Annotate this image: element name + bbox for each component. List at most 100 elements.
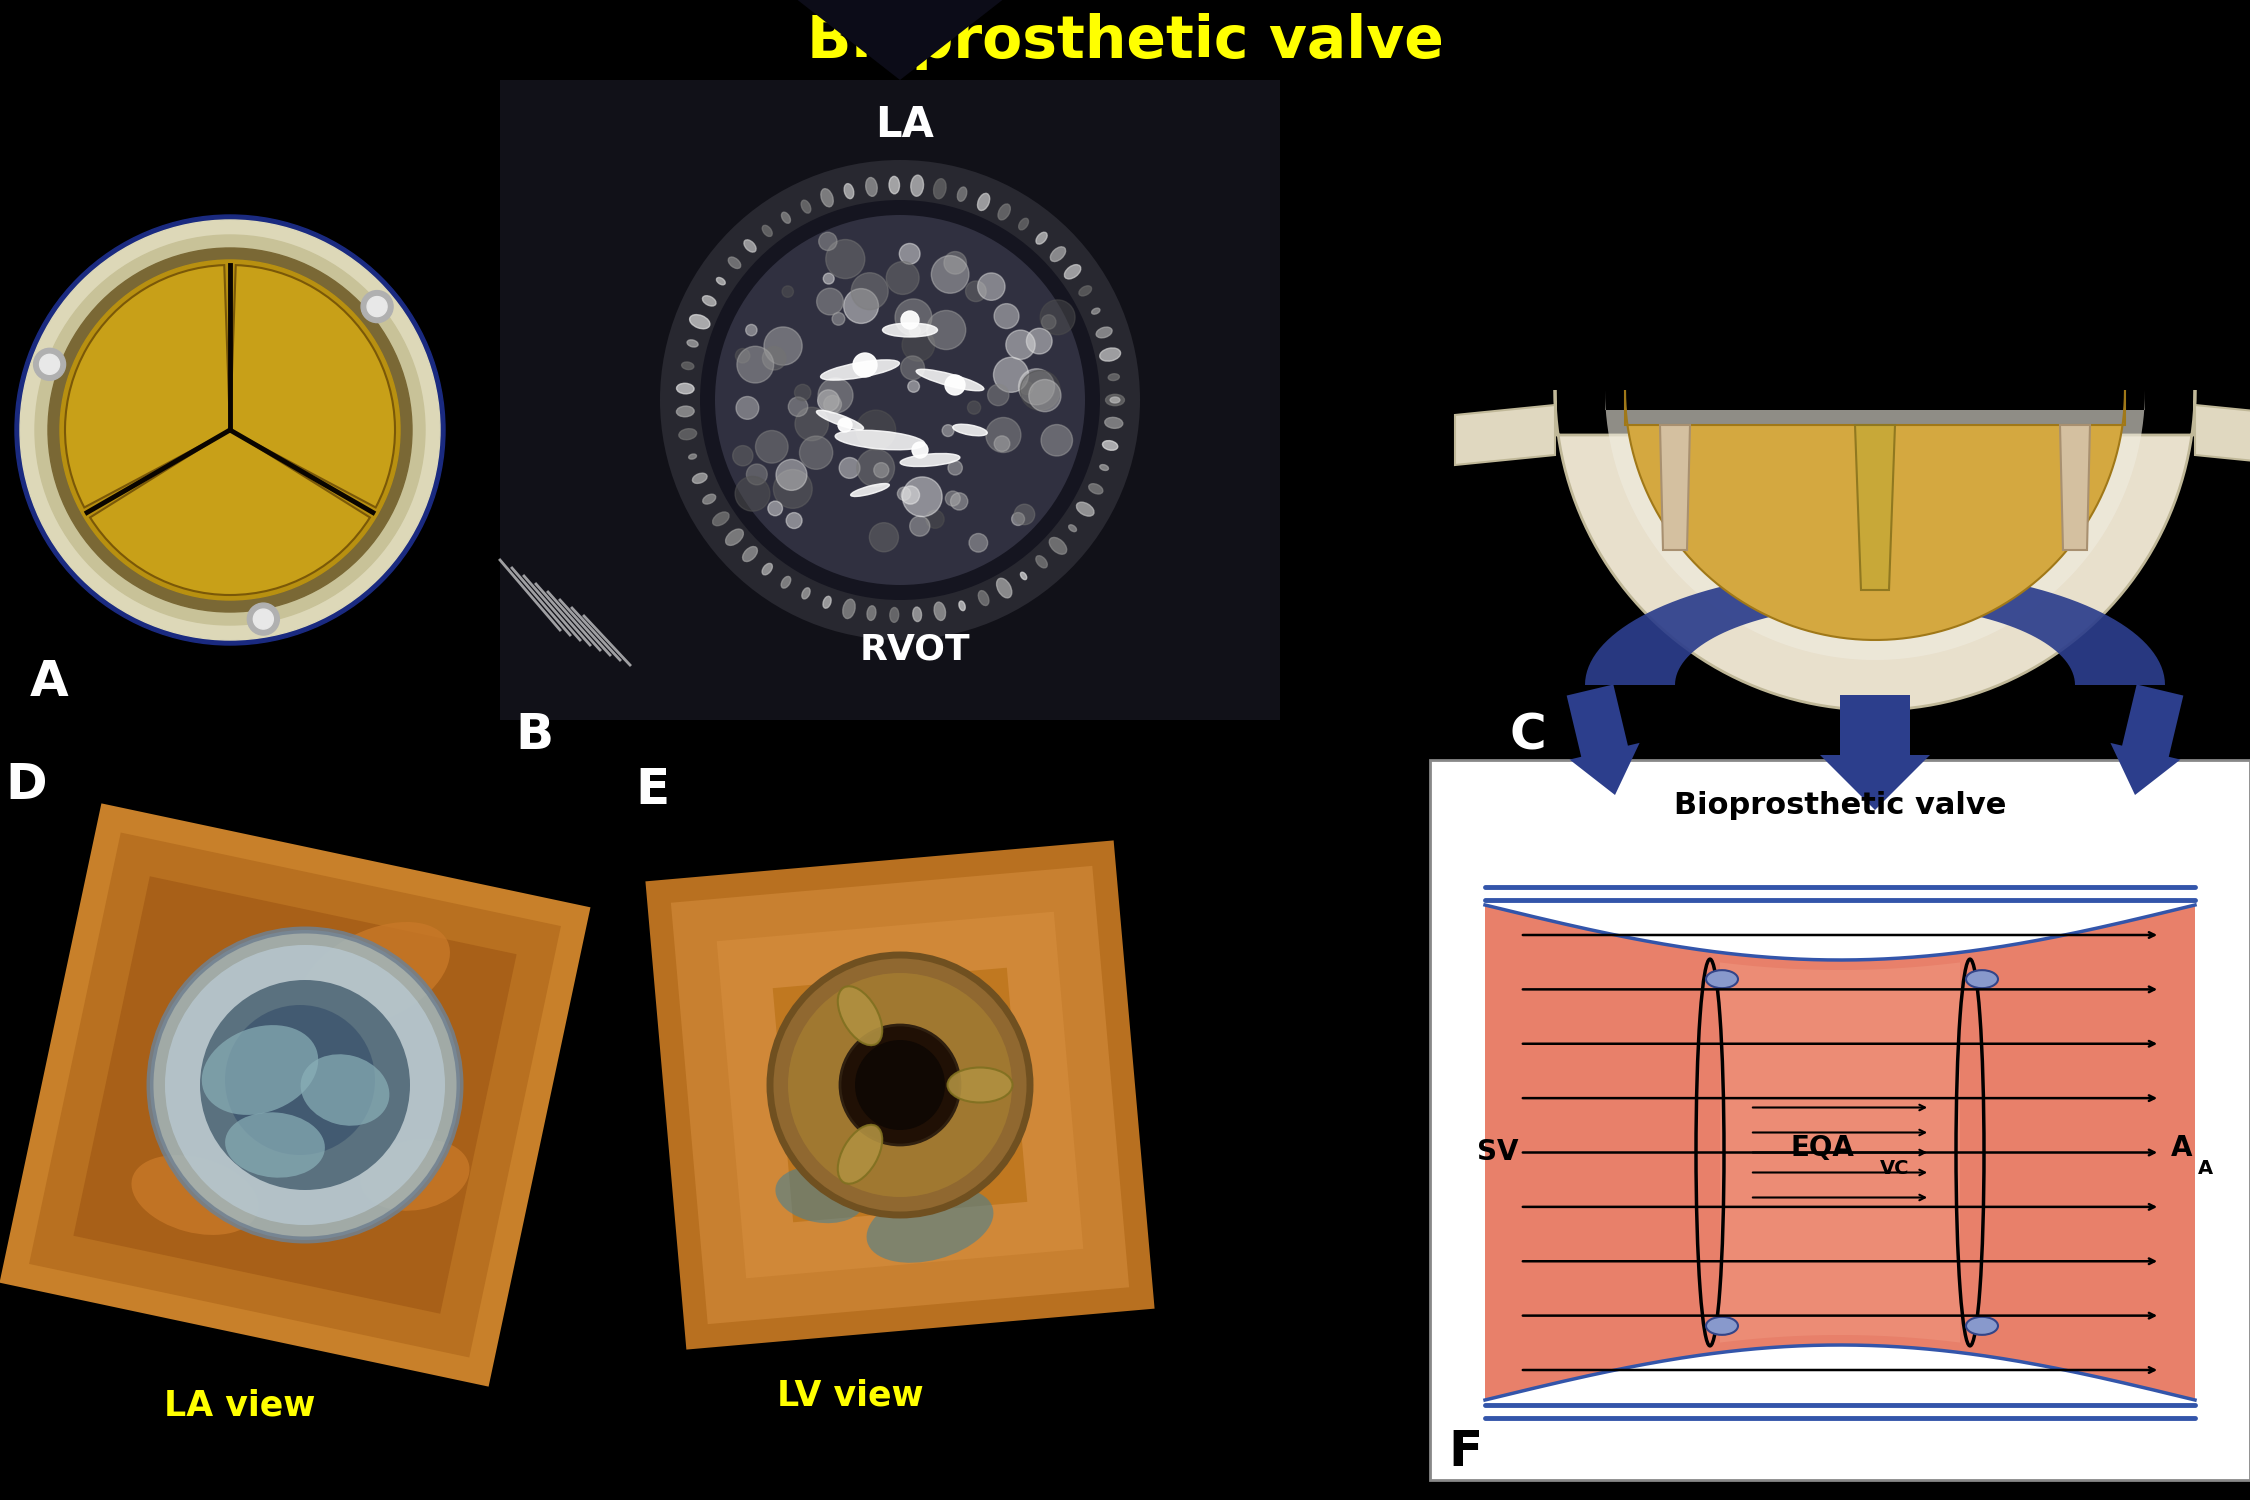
Circle shape: [794, 406, 828, 441]
Circle shape: [839, 458, 860, 478]
Ellipse shape: [866, 1186, 994, 1263]
Ellipse shape: [911, 176, 922, 196]
Text: EQA: EQA: [1791, 1134, 1854, 1161]
Circle shape: [1006, 330, 1035, 360]
Circle shape: [20, 220, 441, 640]
Circle shape: [943, 424, 954, 436]
Circle shape: [950, 494, 968, 510]
Ellipse shape: [776, 1167, 864, 1222]
Ellipse shape: [1080, 286, 1091, 296]
Circle shape: [902, 328, 934, 362]
Ellipse shape: [866, 606, 875, 621]
Ellipse shape: [299, 922, 450, 1028]
Ellipse shape: [844, 183, 853, 198]
Circle shape: [986, 417, 1022, 453]
Wedge shape: [90, 430, 369, 596]
Circle shape: [225, 1005, 376, 1155]
Circle shape: [1019, 381, 1033, 394]
Ellipse shape: [934, 178, 945, 198]
Wedge shape: [65, 266, 230, 507]
Ellipse shape: [781, 211, 790, 223]
Ellipse shape: [882, 322, 938, 338]
Circle shape: [819, 232, 837, 250]
Text: C: C: [1510, 711, 1546, 759]
Polygon shape: [2061, 424, 2090, 550]
Circle shape: [968, 400, 981, 414]
Ellipse shape: [1105, 417, 1123, 429]
Wedge shape: [229, 266, 396, 507]
Ellipse shape: [1105, 394, 1125, 405]
Ellipse shape: [686, 340, 698, 346]
Circle shape: [844, 288, 878, 324]
Ellipse shape: [1019, 219, 1028, 230]
Circle shape: [909, 516, 929, 536]
Text: Bioprosthetic valve: Bioprosthetic valve: [1674, 790, 2007, 819]
Ellipse shape: [716, 278, 724, 285]
Circle shape: [785, 513, 801, 528]
Polygon shape: [718, 912, 1082, 1278]
Ellipse shape: [997, 579, 1012, 598]
Circle shape: [947, 460, 963, 476]
Ellipse shape: [900, 453, 961, 466]
Polygon shape: [1854, 424, 1894, 590]
Ellipse shape: [979, 591, 990, 606]
Polygon shape: [1604, 390, 2144, 660]
Ellipse shape: [130, 1155, 259, 1234]
Circle shape: [360, 291, 394, 322]
Ellipse shape: [1091, 308, 1100, 314]
Circle shape: [868, 522, 898, 552]
Ellipse shape: [688, 315, 711, 328]
Ellipse shape: [1102, 441, 1118, 450]
Circle shape: [367, 297, 387, 316]
FancyArrow shape: [2110, 684, 2182, 795]
Polygon shape: [670, 865, 1130, 1324]
Ellipse shape: [976, 194, 990, 210]
Circle shape: [976, 273, 1006, 300]
Ellipse shape: [844, 598, 855, 618]
Circle shape: [788, 974, 1013, 1197]
Text: A: A: [29, 658, 70, 706]
Text: LV view: LV view: [776, 1378, 922, 1411]
Ellipse shape: [817, 410, 864, 430]
Circle shape: [1040, 300, 1076, 334]
Circle shape: [927, 310, 965, 350]
Circle shape: [907, 381, 920, 393]
Ellipse shape: [1706, 1317, 1737, 1335]
Text: SV: SV: [1478, 1138, 1519, 1167]
Ellipse shape: [763, 225, 772, 237]
Circle shape: [932, 255, 970, 292]
Ellipse shape: [763, 564, 772, 574]
Ellipse shape: [1048, 537, 1066, 554]
Circle shape: [248, 603, 279, 634]
Circle shape: [909, 326, 920, 336]
Circle shape: [1012, 513, 1024, 525]
Circle shape: [826, 240, 864, 279]
Ellipse shape: [999, 204, 1010, 220]
Ellipse shape: [1100, 465, 1109, 471]
Circle shape: [738, 346, 774, 382]
Circle shape: [965, 280, 986, 302]
Polygon shape: [0, 804, 590, 1386]
Circle shape: [151, 930, 459, 1240]
Circle shape: [1028, 380, 1062, 411]
Circle shape: [900, 356, 925, 380]
Circle shape: [783, 286, 794, 297]
Polygon shape: [380, 0, 1420, 80]
Ellipse shape: [1035, 232, 1046, 244]
Ellipse shape: [713, 512, 729, 525]
Circle shape: [34, 348, 65, 381]
Circle shape: [994, 436, 1010, 451]
Ellipse shape: [693, 472, 706, 483]
Ellipse shape: [702, 494, 716, 504]
Circle shape: [1042, 424, 1073, 456]
Circle shape: [945, 375, 965, 394]
Ellipse shape: [850, 483, 889, 496]
Text: A: A: [2198, 1160, 2214, 1178]
Circle shape: [736, 348, 749, 363]
Ellipse shape: [952, 424, 988, 436]
Circle shape: [945, 252, 968, 274]
Circle shape: [763, 346, 785, 370]
Circle shape: [788, 398, 808, 417]
Circle shape: [896, 298, 931, 336]
Polygon shape: [1584, 568, 2164, 686]
